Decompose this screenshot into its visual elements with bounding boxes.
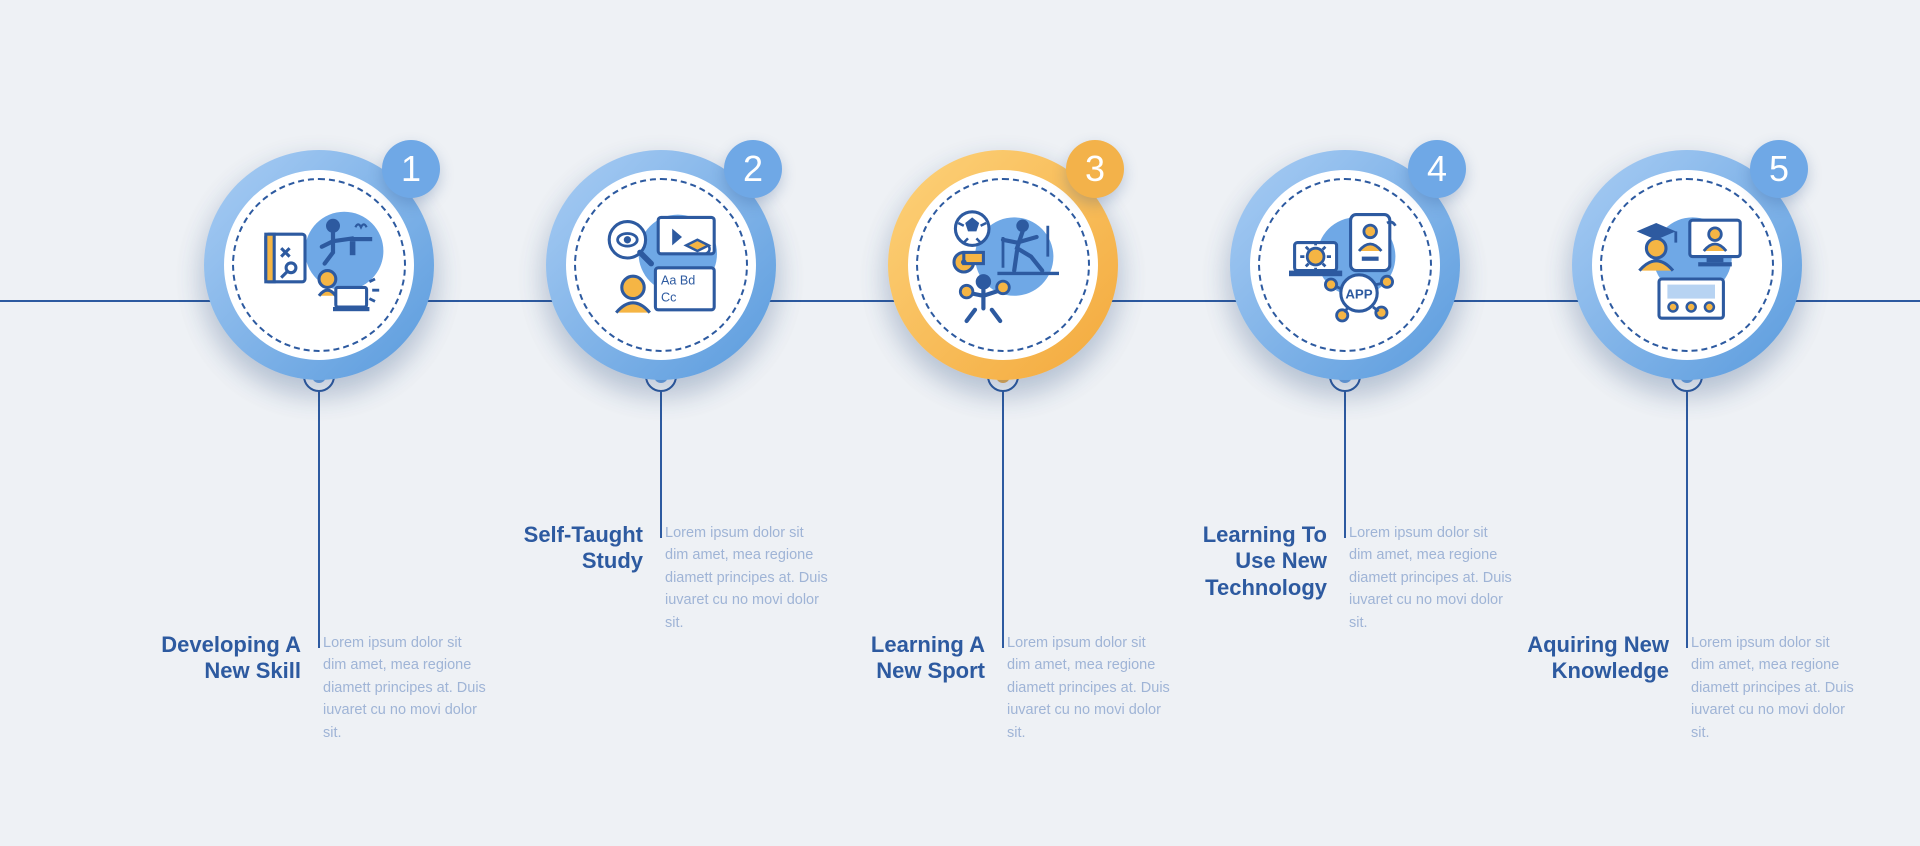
step-number: 3 — [1085, 148, 1105, 190]
step-4: APP 4 Learning To Use New Technology Lor… — [1177, 150, 1513, 380]
circle-node: 3 — [888, 150, 1118, 380]
step-number: 1 — [401, 148, 421, 190]
connector-line — [1344, 378, 1346, 538]
infographic-stage: 1 Developing A New Skill Lorem ipsum dol… — [0, 0, 1920, 846]
step-body: Lorem ipsum dolor sit dim amet, mea regi… — [1691, 632, 1855, 744]
step-title: Learning To Use New Technology — [1177, 522, 1327, 634]
circle-node: 5 — [1572, 150, 1802, 380]
step-title: Developing A New Skill — [151, 632, 301, 744]
circle-node: Aa Bd Cc 2 — [546, 150, 776, 380]
step-body: Lorem ipsum dolor sit dim amet, mea regi… — [323, 632, 487, 744]
step-body: Lorem ipsum dolor sit dim amet, mea regi… — [1007, 632, 1171, 744]
step-number-badge: 4 — [1408, 140, 1466, 198]
step-number: 2 — [743, 148, 763, 190]
step-body: Lorem ipsum dolor sit dim amet, mea regi… — [1349, 522, 1513, 634]
step-text: Learning To Use New Technology Lorem ips… — [1177, 522, 1513, 634]
step-5: 5 Aquiring New Knowledge Lorem ipsum dol… — [1519, 150, 1855, 380]
step-title: Self-Taught Study — [493, 522, 643, 634]
connector-line — [1686, 378, 1688, 648]
step-text: Self-Taught Study Lorem ipsum dolor sit … — [493, 522, 829, 634]
step-number-badge: 2 — [724, 140, 782, 198]
step-3: 3 Learning A New Sport Lorem ipsum dolor… — [835, 150, 1171, 380]
step-title: Aquiring New Knowledge — [1519, 632, 1669, 744]
step-number: 5 — [1769, 148, 1789, 190]
circle-dashed-border — [574, 178, 748, 352]
connector-line — [660, 378, 662, 538]
circle-dashed-border — [1600, 178, 1774, 352]
circle-dashed-border — [916, 178, 1090, 352]
step-text: Developing A New Skill Lorem ipsum dolor… — [151, 632, 487, 744]
step-number: 4 — [1427, 148, 1447, 190]
circle-dashed-border — [232, 178, 406, 352]
connector-line — [1002, 378, 1004, 648]
step-body: Lorem ipsum dolor sit dim amet, mea regi… — [665, 522, 829, 634]
circle-node: 1 — [204, 150, 434, 380]
circle-node: APP 4 — [1230, 150, 1460, 380]
circle-dashed-border — [1258, 178, 1432, 352]
step-1: 1 Developing A New Skill Lorem ipsum dol… — [151, 150, 487, 380]
step-number-badge: 5 — [1750, 140, 1808, 198]
step-2: Aa Bd Cc 2 Self-Taught Study Lorem ipsum… — [493, 150, 829, 380]
step-title: Learning A New Sport — [835, 632, 985, 744]
connector-line — [318, 378, 320, 648]
step-text: Learning A New Sport Lorem ipsum dolor s… — [835, 632, 1171, 744]
step-number-badge: 1 — [382, 140, 440, 198]
step-number-badge: 3 — [1066, 140, 1124, 198]
step-text: Aquiring New Knowledge Lorem ipsum dolor… — [1519, 632, 1855, 744]
